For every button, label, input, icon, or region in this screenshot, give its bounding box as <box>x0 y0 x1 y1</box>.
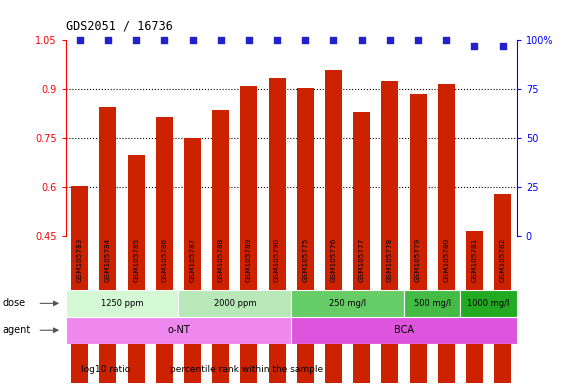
Bar <box>240 86 258 383</box>
Text: GSM105780: GSM105780 <box>443 238 449 282</box>
Text: 250 mg/l: 250 mg/l <box>329 299 366 308</box>
Text: percentile rank within the sample: percentile rank within the sample <box>170 365 323 374</box>
Bar <box>128 155 144 383</box>
Point <box>131 37 140 43</box>
Text: GSM105785: GSM105785 <box>133 238 139 282</box>
Point <box>470 43 479 49</box>
Bar <box>438 84 455 383</box>
Bar <box>66 317 291 344</box>
Point <box>385 37 395 43</box>
Point <box>329 37 338 43</box>
Point <box>357 37 366 43</box>
Text: GSM105775: GSM105775 <box>302 238 308 282</box>
Point <box>216 37 226 43</box>
Bar <box>178 290 291 317</box>
Text: GSM105778: GSM105778 <box>387 238 393 282</box>
Bar <box>460 290 517 317</box>
Bar <box>291 290 404 317</box>
Bar <box>297 88 314 383</box>
Bar <box>269 78 286 383</box>
Text: o-NT: o-NT <box>167 325 190 335</box>
Bar <box>325 70 342 383</box>
Text: agent: agent <box>3 325 31 335</box>
Bar <box>353 112 370 383</box>
Bar <box>404 290 460 317</box>
Bar <box>409 94 427 383</box>
Text: 1250 ppm: 1250 ppm <box>101 299 143 308</box>
Text: log10 ratio: log10 ratio <box>81 365 130 374</box>
Point <box>272 37 282 43</box>
Text: GSM105784: GSM105784 <box>105 238 111 282</box>
Bar <box>71 185 89 383</box>
Text: GSM105777: GSM105777 <box>359 238 365 282</box>
Bar <box>291 317 517 344</box>
Text: GSM105779: GSM105779 <box>415 238 421 282</box>
Point <box>188 37 197 43</box>
Bar <box>381 81 399 383</box>
Text: GSM105788: GSM105788 <box>218 238 224 282</box>
Point <box>160 37 169 43</box>
Text: GSM105783: GSM105783 <box>77 238 83 282</box>
Bar <box>212 111 229 383</box>
Text: GSM105782: GSM105782 <box>500 238 506 282</box>
Text: dose: dose <box>3 298 26 308</box>
Text: GSM105776: GSM105776 <box>331 238 336 282</box>
Text: 1000 mg/l: 1000 mg/l <box>468 299 510 308</box>
Point <box>75 37 85 43</box>
Text: 2000 ppm: 2000 ppm <box>214 299 256 308</box>
Text: BCA: BCA <box>394 325 414 335</box>
Point <box>301 37 310 43</box>
Text: GDS2051 / 16736: GDS2051 / 16736 <box>66 20 172 33</box>
Bar <box>494 194 511 383</box>
Text: GSM105790: GSM105790 <box>274 238 280 282</box>
Text: GSM105781: GSM105781 <box>472 238 477 282</box>
Text: 500 mg/l: 500 mg/l <box>413 299 451 308</box>
Bar <box>66 290 178 317</box>
Bar <box>156 117 173 383</box>
Point <box>413 37 423 43</box>
Bar <box>99 107 116 383</box>
Bar <box>466 231 483 383</box>
Text: GSM105786: GSM105786 <box>162 238 167 282</box>
Bar <box>184 138 201 383</box>
Text: GSM105787: GSM105787 <box>190 238 195 282</box>
Point <box>244 37 254 43</box>
Point <box>498 43 507 49</box>
Point <box>103 37 112 43</box>
Point <box>442 37 451 43</box>
Text: GSM105789: GSM105789 <box>246 238 252 282</box>
